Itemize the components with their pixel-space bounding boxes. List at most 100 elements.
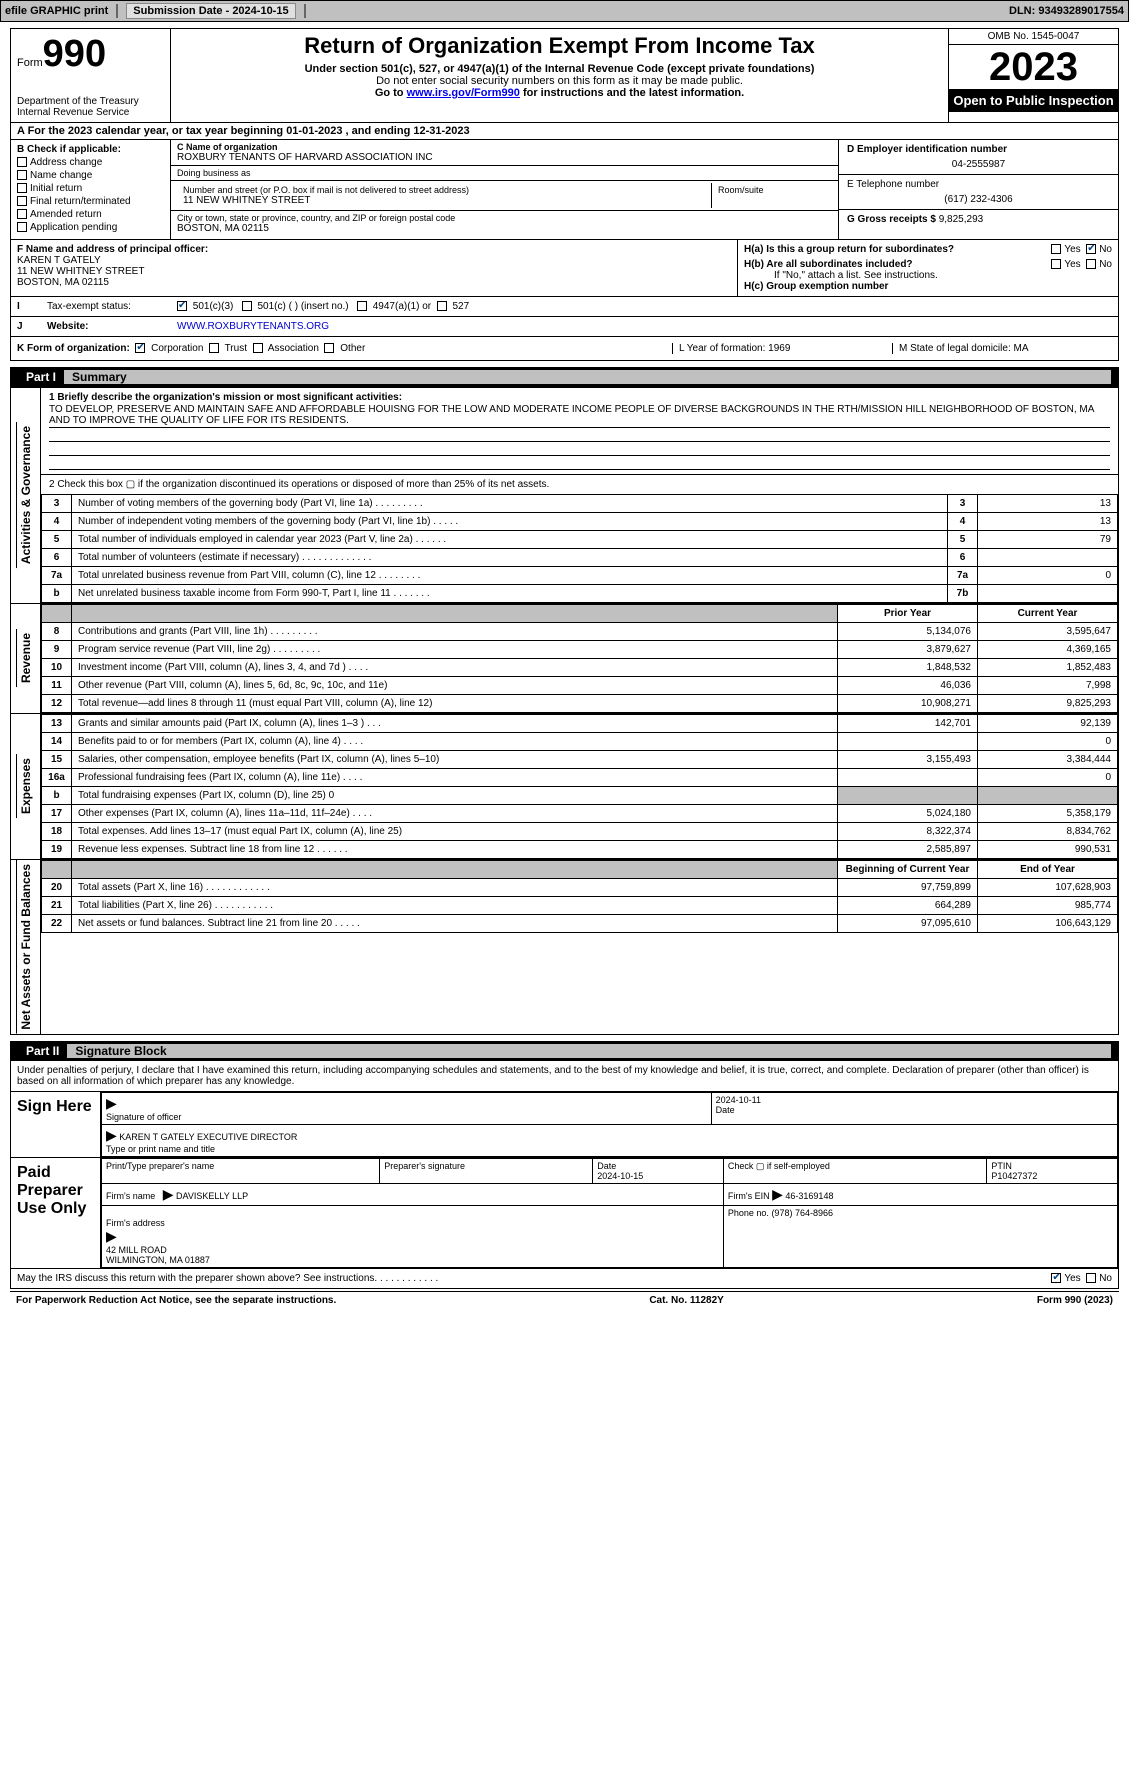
chk-hb-yes[interactable] (1051, 259, 1061, 269)
ptin-value: P10427372 (991, 1171, 1037, 1181)
line-num: 9 (42, 641, 72, 659)
line-prior: 142,701 (838, 715, 978, 733)
footer-left: For Paperwork Reduction Act Notice, see … (16, 1295, 336, 1306)
line-num: 18 (42, 823, 72, 841)
section-fh: F Name and address of principal officer:… (10, 240, 1119, 297)
line-prior: 8,322,374 (838, 823, 978, 841)
footer-right: Form 990 (2023) (1037, 1295, 1113, 1306)
line-num: 8 (42, 623, 72, 641)
chk-501c3[interactable] (177, 301, 187, 311)
chk-discuss-yes[interactable] (1051, 1273, 1061, 1283)
line-prior (838, 787, 978, 805)
vtab-revenue: Revenue (16, 629, 35, 687)
sign-here-label: Sign Here (11, 1092, 101, 1157)
exp-lines-table: 13 Grants and similar amounts paid (Part… (41, 714, 1118, 859)
blank (42, 605, 72, 623)
line-curr: 107,628,903 (978, 879, 1118, 897)
line-curr: 92,139 (978, 715, 1118, 733)
line-curr: 106,643,129 (978, 915, 1118, 933)
chk-amended[interactable] (17, 209, 27, 219)
part1-header: Part I Summary (10, 367, 1119, 387)
prep-phone-label: Phone no. (728, 1208, 769, 1218)
ha-yes: Yes (1064, 244, 1080, 255)
mission-blank-1 (49, 428, 1110, 442)
chk-assoc[interactable] (253, 343, 263, 353)
sign-here-block: Sign Here ▶ Signature of officer 2024-10… (10, 1092, 1119, 1158)
omb-number: OMB No. 1545-0047 (949, 29, 1118, 45)
chk-501c[interactable] (242, 301, 252, 311)
chk-final-return[interactable] (17, 196, 27, 206)
line2: 2 Check this box ▢ if the organization d… (41, 475, 1118, 494)
line-prior: 5,024,180 (838, 805, 978, 823)
hb-label: H(b) Are all subordinates included? (744, 259, 913, 270)
row-k: K Form of organization: Corporation Trus… (10, 337, 1119, 361)
form-header: Form990 Department of the Treasury Inter… (10, 28, 1119, 123)
hb-yes: Yes (1064, 259, 1080, 270)
opt-501c3: 501(c)(3) (193, 301, 234, 312)
line-num: 12 (42, 695, 72, 713)
blank (72, 605, 838, 623)
chk-initial-return[interactable] (17, 183, 27, 193)
line-desc: Revenue less expenses. Subtract line 18 … (72, 841, 838, 859)
open-to-public: Open to Public Inspection (949, 89, 1118, 112)
hdr-curr: Current Year (978, 605, 1118, 623)
line-num: 11 (42, 677, 72, 695)
discuss-text: May the IRS discuss this return with the… (17, 1273, 1051, 1284)
chk-address-change[interactable] (17, 157, 27, 167)
box-b: B Check if applicable: Address change Na… (11, 140, 171, 239)
firm-name-label: Firm's name (106, 1191, 155, 1201)
discuss-yes: Yes (1064, 1273, 1080, 1284)
tax-year: 2023 (949, 45, 1118, 89)
line-prior (838, 769, 978, 787)
chk-app-pending[interactable] (17, 222, 27, 232)
line-prior: 5,134,076 (838, 623, 978, 641)
prep-name-label: Print/Type preparer's name (102, 1158, 380, 1183)
line-val: 13 (978, 495, 1118, 513)
line-curr: 0 (978, 769, 1118, 787)
phone-value: (617) 232-4306 (847, 194, 1110, 205)
hdr-end: End of Year (978, 861, 1118, 879)
line-curr: 4,369,165 (978, 641, 1118, 659)
website-link[interactable]: WWW.ROXBURYTENANTS.ORG (177, 321, 329, 332)
efile-label: efile GRAPHIC print (5, 5, 108, 17)
vtab-governance: Activities & Governance (16, 422, 35, 568)
chk-527[interactable] (437, 301, 447, 311)
chk-name-change[interactable] (17, 170, 27, 180)
ptin-label: PTIN (991, 1161, 1012, 1171)
line-desc: Professional fundraising fees (Part IX, … (72, 769, 838, 787)
prep-date-value: 2024-10-15 (597, 1171, 643, 1181)
chk-corp[interactable] (135, 343, 145, 353)
officer-label: F Name and address of principal officer: (17, 244, 731, 255)
line-num: 4 (42, 513, 72, 531)
line-desc: Total unrelated business revenue from Pa… (72, 567, 948, 585)
chk-ha-no[interactable] (1086, 244, 1096, 254)
topbar: efile GRAPHIC print Submission Date - 20… (0, 0, 1129, 22)
arrow-icon: ▶ (163, 1186, 174, 1202)
box-c: C Name of organization ROXBURY TENANTS O… (171, 140, 838, 239)
footer-mid: Cat. No. 11282Y (649, 1295, 723, 1306)
line-prior: 3,155,493 (838, 751, 978, 769)
state-domicile: M State of legal domicile: MA (892, 343, 1112, 354)
chk-4947[interactable] (357, 301, 367, 311)
subtitle-2: Do not enter social security numbers on … (179, 75, 940, 87)
opt-corp: Corporation (151, 343, 203, 354)
part2-title: Signature Block (67, 1044, 1111, 1058)
street-value: 11 NEW WHITNEY STREET (183, 195, 705, 206)
line-curr: 9,825,293 (978, 695, 1118, 713)
hdr-beg: Beginning of Current Year (838, 861, 978, 879)
opt-527: 527 (452, 301, 469, 312)
chk-ha-yes[interactable] (1051, 244, 1061, 254)
line-curr: 3,595,647 (978, 623, 1118, 641)
line-num: 21 (42, 897, 72, 915)
chk-trust[interactable] (209, 343, 219, 353)
form990-link[interactable]: www.irs.gov/Form990 (407, 87, 520, 99)
officer-typed-label: Type or print name and title (106, 1144, 215, 1154)
line-num: 16a (42, 769, 72, 787)
opt-initial-return: Initial return (30, 183, 82, 194)
sig-date-value: 2024-10-11 (716, 1095, 761, 1105)
chk-hb-no[interactable] (1086, 259, 1096, 269)
chk-discuss-no[interactable] (1086, 1273, 1096, 1283)
line-num: 7a (42, 567, 72, 585)
chk-other[interactable] (324, 343, 334, 353)
mission-blank-2 (49, 442, 1110, 456)
